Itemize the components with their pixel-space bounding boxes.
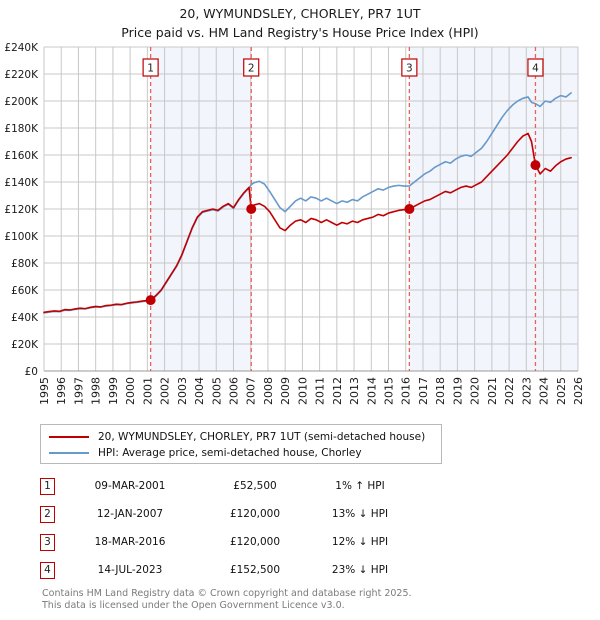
y-axis-tick-label: £20K [11, 339, 39, 351]
x-axis-tick-label: 1997 [72, 377, 85, 405]
x-axis-tick-label: 2016 [400, 377, 413, 405]
marker-badge[interactable] [243, 58, 260, 77]
y-axis-tick-label: £0 [25, 366, 38, 378]
y-axis-tick-label: £80K [11, 258, 39, 270]
page-title: 20, WYMUNDSLEY, CHORLEY, PR7 1UT [179, 6, 421, 21]
chart-legend: 20, WYMUNDSLEY, CHORLEY, PR7 1UT (semi-d… [40, 424, 442, 464]
transaction-point[interactable] [404, 204, 415, 214]
y-axis-tick-label: £120K [4, 204, 39, 216]
y-axis-tick-label: £180K [4, 123, 39, 135]
table-row: 3 18-MAR-2016 £120,000 12% ↓ HPI [40, 528, 470, 556]
page-subtitle: Price paid vs. HM Land Registry's House … [121, 25, 479, 40]
txn-marker-number: 3 [40, 533, 55, 551]
x-axis-tick-label: 1996 [55, 377, 68, 405]
x-axis-tick-label: 2003 [176, 377, 189, 405]
y-axis-tick-label: £200K [4, 96, 39, 108]
x-axis-tick-label: 2004 [193, 377, 206, 405]
marker-badge-label: 3 [406, 63, 413, 75]
txn-price: £120,000 [229, 536, 281, 548]
x-axis-tick-label: 2011 [314, 377, 327, 405]
x-axis-tick-label: 2013 [348, 377, 361, 405]
x-axis-tick-label: 2000 [124, 377, 137, 405]
x-axis-tick-label: 2019 [451, 377, 464, 405]
marker-badge-label: 4 [532, 63, 539, 75]
marker-badge-label: 1 [147, 63, 154, 75]
marker-badge-label: 2 [248, 63, 255, 75]
txn-marker-number: 2 [40, 505, 55, 523]
x-axis-tick-label: 2006 [227, 377, 240, 405]
txn-hpi-delta: 23% ↓ HPI [331, 564, 389, 576]
txn-date: 14-JUL-2023 [97, 564, 163, 576]
x-axis-tick-label: 2010 [296, 377, 309, 405]
y-axis-tick-label: £100K [4, 231, 39, 243]
x-axis-tick-label: 2007 [245, 377, 258, 405]
chart-plot-area: £0 £20K £40K £60K £80K £100K £120K £140K £160K £1… [4, 42, 585, 405]
x-axis-tick-label: 2001 [141, 377, 154, 405]
y-axis-tick-label: £60K [11, 285, 39, 297]
legend-label-hpi: HPI: Average price, semi-detached house,… [98, 447, 362, 459]
x-axis-tick-label: 2023 [520, 377, 533, 405]
x-axis-tick-label: 2026 [572, 377, 585, 405]
x-axis-tick-label: 1998 [90, 377, 103, 405]
marker-badge[interactable] [142, 58, 159, 77]
txn-price: £120,000 [229, 508, 281, 520]
x-axis-tick-label: 2009 [279, 377, 292, 405]
y-axis-tick-label: £40K [11, 312, 39, 324]
txn-marker-number: 4 [40, 561, 55, 579]
x-axis-tick-label: 2020 [469, 377, 482, 405]
txn-hpi-delta: 12% ↓ HPI [331, 536, 389, 548]
x-axis-tick-label: 2015 [383, 377, 396, 405]
table-row: 1 09-MAR-2001 £52,500 1% ↑ HPI [40, 472, 470, 500]
x-axis-tick-label: 1999 [107, 377, 120, 405]
marker-badge[interactable] [401, 58, 418, 77]
x-axis-tick-label: 1995 [38, 377, 51, 405]
x-axis-tick-label: 2005 [210, 377, 223, 405]
txn-date: 12-JAN-2007 [96, 508, 164, 520]
transaction-point[interactable] [246, 204, 257, 214]
transaction-point[interactable] [530, 160, 541, 171]
txn-hpi-delta: 1% ↑ HPI [335, 480, 385, 492]
legend-swatch-hpi [49, 452, 89, 454]
footer-copyright: Contains HM Land Registry data © Crown c… [42, 588, 412, 599]
txn-marker-number: 1 [40, 477, 55, 495]
y-axis-tick-label: £240K [4, 42, 39, 54]
y-axis-tick-label: £140K [4, 177, 39, 189]
x-axis-tick-label: 2024 [538, 377, 551, 405]
table-row: 4 14-JUL-2023 £152,500 23% ↓ HPI [40, 556, 470, 584]
x-axis-tick-label: 2021 [486, 377, 499, 405]
txn-hpi-delta: 13% ↓ HPI [331, 508, 389, 520]
chart-footer: Contains HM Land Registry data © Crown c… [42, 588, 562, 611]
x-axis-tick-label: 2018 [434, 377, 447, 405]
txn-price: £52,500 [233, 480, 277, 492]
x-axis-tick-label: 2002 [159, 377, 172, 405]
footer-licence: This data is licensed under the Open Gov… [42, 599, 345, 611]
transactions-table: 1 09-MAR-2001 £52,500 1% ↑ HPI 2 12-JAN-… [40, 472, 470, 584]
x-axis-tick-label: 2025 [555, 377, 568, 405]
txn-date: 09-MAR-2001 [94, 480, 166, 492]
x-axis-tick-label: 2014 [365, 377, 378, 405]
txn-date: 18-MAR-2016 [94, 536, 166, 548]
legend-item-price-paid: 20, WYMUNDSLEY, CHORLEY, PR7 1UT (semi-d… [49, 429, 433, 445]
table-row: 2 12-JAN-2007 £120,000 13% ↓ HPI [40, 500, 470, 528]
legend-label-price-paid: 20, WYMUNDSLEY, CHORLEY, PR7 1UT (semi-d… [98, 431, 426, 443]
x-axis-tick-label: 2008 [262, 377, 275, 405]
chart-title-block: 20, WYMUNDSLEY, CHORLEY, PR7 1UT Price p… [0, 4, 600, 42]
y-axis-tick-label: £160K [4, 150, 39, 162]
txn-price: £152,500 [229, 564, 281, 576]
x-axis-tick-label: 2012 [331, 377, 344, 405]
legend-swatch-price-paid [49, 436, 89, 438]
series-line [43, 132, 572, 314]
legend-item-hpi: HPI: Average price, semi-detached house,… [49, 445, 433, 461]
transaction-point[interactable] [145, 295, 156, 306]
x-axis-tick-label: 2017 [417, 377, 430, 405]
x-axis-tick-label: 2022 [503, 377, 516, 405]
marker-badge[interactable] [527, 58, 544, 77]
y-axis-tick-label: £220K [4, 69, 39, 81]
